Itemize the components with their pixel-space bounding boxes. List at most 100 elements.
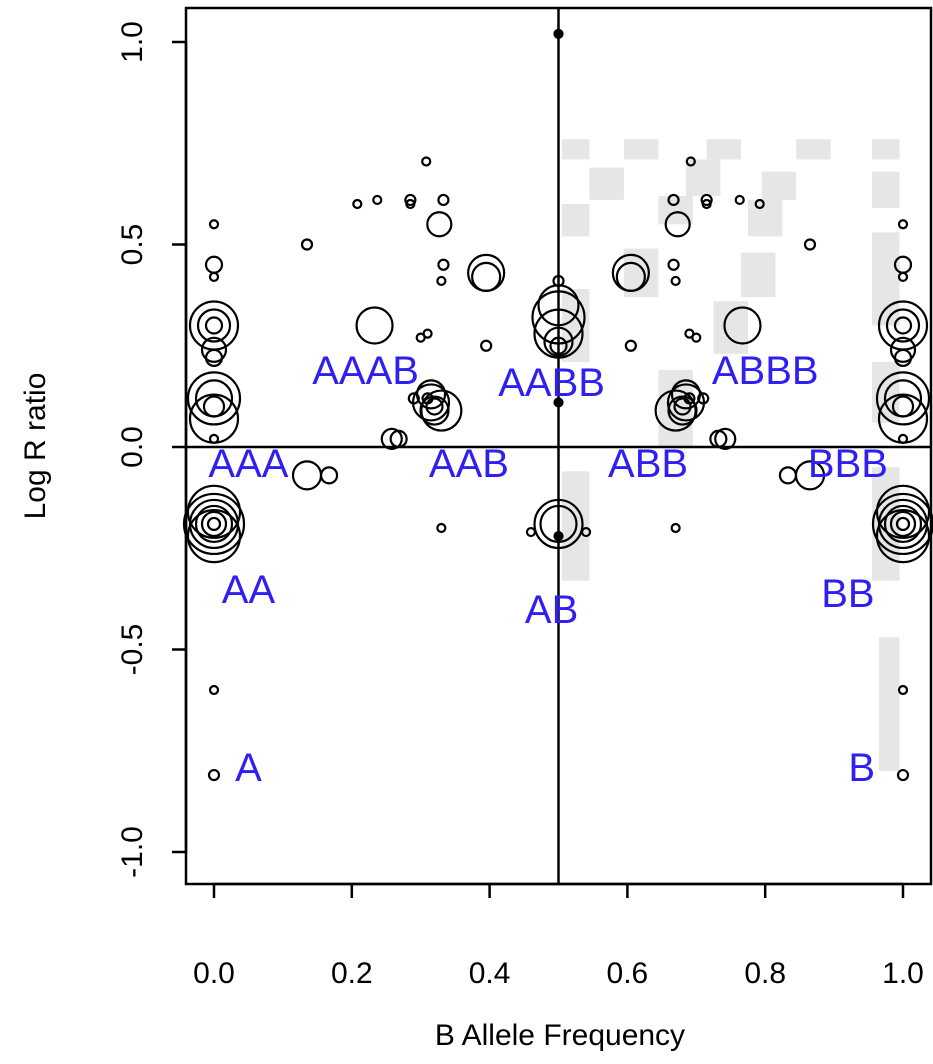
shaded-bin xyxy=(878,637,900,771)
data-point xyxy=(380,427,403,450)
shaded-bin xyxy=(871,171,900,209)
data-point xyxy=(208,271,220,282)
points-layer xyxy=(182,28,933,782)
data-point xyxy=(897,684,909,696)
data-point xyxy=(355,306,394,345)
data-point xyxy=(186,508,242,564)
data-point xyxy=(420,389,463,432)
data-point xyxy=(700,193,713,207)
data-point xyxy=(372,194,383,206)
genotype-label: BB xyxy=(821,572,874,616)
genotype-label: AABB xyxy=(498,361,605,405)
data-point xyxy=(875,508,931,564)
shaded-bin xyxy=(747,199,783,237)
data-point xyxy=(893,348,913,367)
data-point xyxy=(897,219,909,230)
x-tick-label: 0.4 xyxy=(469,957,511,990)
data-point xyxy=(537,284,580,327)
data-point xyxy=(539,504,578,544)
data-point xyxy=(525,526,537,538)
data-point xyxy=(896,768,910,782)
genotype-label: AB xyxy=(525,588,578,632)
data-point xyxy=(897,433,909,444)
data-point xyxy=(421,392,434,405)
data-point xyxy=(709,429,728,448)
y-tick-label: -1.0 xyxy=(116,826,149,878)
data-point xyxy=(891,395,915,418)
data-point xyxy=(778,466,798,485)
data-point xyxy=(182,492,246,556)
x-tick-label: 1.0 xyxy=(882,957,924,990)
data-point xyxy=(714,427,737,450)
data-point xyxy=(895,516,911,532)
data-point xyxy=(404,193,417,207)
data-point xyxy=(471,261,502,292)
x-tick-label: 0.6 xyxy=(607,957,649,990)
data-point xyxy=(549,336,568,355)
shaded-bin xyxy=(623,139,659,160)
data-point xyxy=(319,466,339,485)
data-point xyxy=(208,433,220,444)
data-point xyxy=(885,308,921,343)
genotype-label: AA xyxy=(222,568,276,612)
data-point xyxy=(871,492,933,556)
data-point xyxy=(186,371,242,426)
data-point xyxy=(426,211,453,238)
shaded-bin xyxy=(561,139,590,160)
data-point xyxy=(803,238,817,251)
data-point xyxy=(889,336,917,363)
data-point xyxy=(352,198,363,210)
data-point xyxy=(202,395,226,418)
data-point xyxy=(208,219,220,230)
shaded-bin xyxy=(658,195,693,225)
x-axis-title: B Allele Frequency xyxy=(435,1019,685,1052)
data-point xyxy=(615,261,646,292)
genotype-label: B xyxy=(848,746,875,790)
data-point xyxy=(204,255,224,274)
data-point xyxy=(664,211,691,238)
data-point xyxy=(580,526,592,538)
data-point xyxy=(531,290,586,345)
data-point xyxy=(701,198,712,210)
data-point xyxy=(436,275,447,287)
data-point xyxy=(533,498,584,550)
data-point xyxy=(291,460,323,491)
data-point xyxy=(196,308,232,343)
data-point xyxy=(437,193,450,207)
y-axis-title: Log R ratio xyxy=(19,373,52,520)
data-point xyxy=(654,389,697,432)
data-point xyxy=(437,258,450,271)
y-axis: -1.0 -0.5 0.0 0.5 1.0 xyxy=(116,21,188,878)
data-point xyxy=(543,326,574,357)
data-point xyxy=(683,392,696,405)
data-point xyxy=(389,429,408,448)
data-point xyxy=(553,28,564,40)
genotype-label: BBB xyxy=(808,442,888,486)
data-point xyxy=(553,397,564,408)
data-point xyxy=(734,194,745,206)
genotype-label: AAAB xyxy=(312,349,419,393)
shaded-bin xyxy=(623,248,659,298)
data-point xyxy=(889,510,917,538)
genotype-label: ABBB xyxy=(712,349,819,393)
y-tick-label: 1.0 xyxy=(116,21,149,63)
x-tick-label: 0.2 xyxy=(331,957,373,990)
shaded-bin xyxy=(713,301,748,354)
data-point xyxy=(875,371,931,426)
x-axis: 0.0 0.2 0.4 0.6 0.8 1.0 xyxy=(193,882,924,990)
genotype-label: AAA xyxy=(208,442,288,486)
data-point xyxy=(624,339,637,352)
data-point xyxy=(670,522,681,534)
data-point xyxy=(480,339,493,352)
genotype-label: AAB xyxy=(429,442,509,486)
data-point xyxy=(194,504,234,544)
y-tick-label: 0.5 xyxy=(116,224,149,266)
data-point xyxy=(421,156,432,167)
data-point xyxy=(436,522,447,534)
data-point xyxy=(422,328,433,339)
data-point xyxy=(667,193,680,207)
data-point xyxy=(200,510,228,538)
genotype-label: ABB xyxy=(608,442,688,486)
data-point xyxy=(667,258,680,271)
